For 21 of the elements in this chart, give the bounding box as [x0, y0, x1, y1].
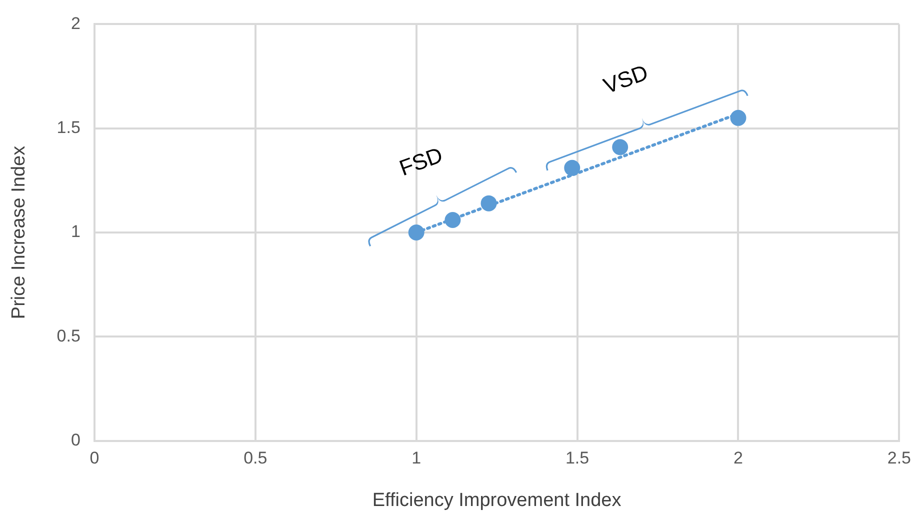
- y-tick-label: 0.5: [56, 326, 80, 346]
- x-tick-label: 1: [412, 448, 422, 468]
- x-tick-label: 1.5: [565, 448, 590, 468]
- x-tick-label: 0: [90, 448, 100, 468]
- x-tick-label: 2: [734, 448, 743, 468]
- y-tick-label: 1: [70, 222, 80, 242]
- x-axis-title: Efficiency Improvement Index: [372, 490, 622, 511]
- y-tick-label: 2: [70, 14, 80, 33]
- point: [564, 160, 580, 176]
- y-tick-label: 1.5: [56, 118, 80, 138]
- y-tick-label: 0: [70, 430, 80, 450]
- point: [480, 195, 497, 212]
- point: [730, 110, 746, 126]
- y-axis-title: Price Increase Index: [8, 145, 30, 320]
- x-tick-label: 2.5: [887, 448, 912, 468]
- point: [444, 212, 461, 228]
- x-tick-label: 0.5: [244, 448, 268, 468]
- annotation: FSD: [396, 142, 446, 181]
- point: [612, 139, 628, 156]
- annotation: VSD: [600, 60, 652, 99]
- point: [408, 224, 424, 240]
